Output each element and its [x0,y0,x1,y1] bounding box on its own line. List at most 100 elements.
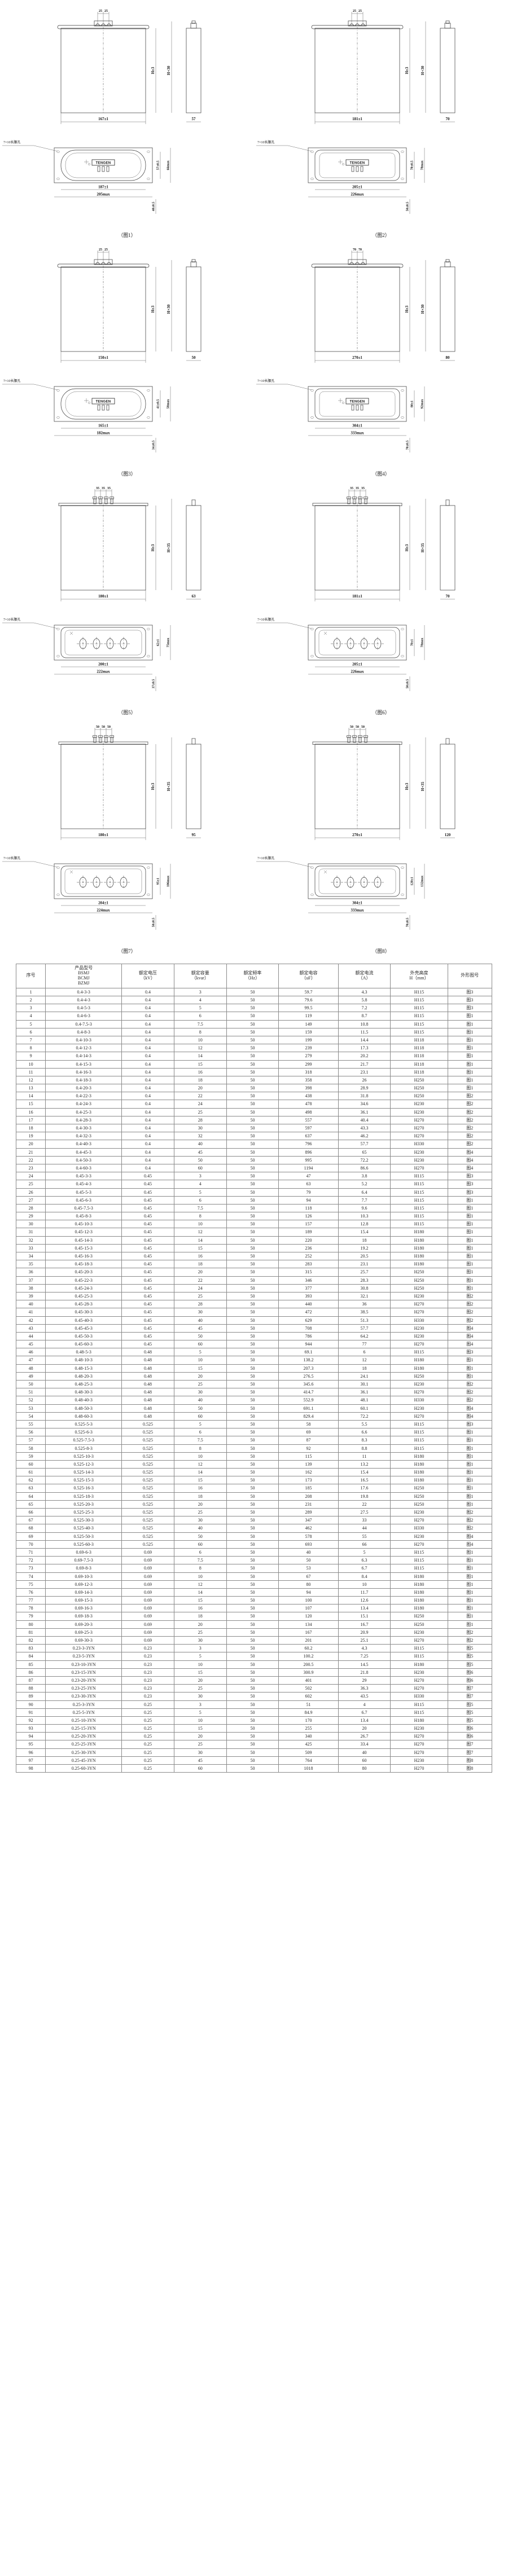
table-cell: 50 [226,1412,279,1421]
table-cell: 0.45 [121,1316,174,1325]
table-cell: 图2 [447,1316,493,1325]
table-cell: 图2 [447,1123,493,1133]
table-row: 38 0.45-24-3 0.45 24 50 377 30.8 H250 图1 [15,1283,493,1293]
table-cell: 图2 [447,1092,493,1101]
table-cell: 50 [226,1084,279,1093]
pitch-label: 25 [99,10,102,13]
table-cell: 552.9 [278,1396,339,1405]
table-cell: 12 [338,1356,391,1365]
table-cell: 16 [15,1107,46,1116]
table-cell: 107 [278,1604,339,1613]
table-cell: 13.4 [338,1716,391,1725]
table-cell: 50 [226,1300,279,1309]
table-cell: 829.4 [278,1412,339,1421]
table-cell: 50 [226,1092,279,1101]
table-cell: 36 [15,1268,46,1277]
table-cell: 50 [226,1419,279,1429]
table-cell: 0.4-10-3 [45,1035,122,1045]
table-cell: 53 [15,1404,46,1413]
table-cell: 4 [173,1180,227,1189]
table-cell: H115 [390,1188,448,1197]
table-cell: 0.45-50-3 [45,1331,122,1341]
table-cell: 0.45-6-3 [45,1195,122,1205]
table-cell: 51 [278,1700,339,1709]
height-body-label: H±3 [151,67,155,74]
table-cell: 4.3 [338,1644,391,1653]
table-cell: 0.4-15-3 [45,1060,122,1069]
table-cell: 16.7 [338,1620,391,1629]
table-cell: 289 [278,1507,339,1517]
table-cell: 0.69 [121,1556,174,1565]
table-cell: 86.6 [338,1163,391,1173]
table-cell: 1018 [278,1764,339,1773]
table-cell: 图3 [447,1348,493,1357]
table-cell: 50 [226,1203,279,1213]
table-cell: H270 [390,1636,448,1645]
table-cell: 50 [226,1436,279,1445]
table-cell: H250 [390,1500,448,1509]
plan-hole-pitch-a-label: 50±0.5 [152,918,156,927]
table-cell: 0.23 [121,1644,174,1653]
table-cell: 401 [278,1676,339,1685]
table-cell: 64 [15,1492,46,1501]
table-cell: 13.4 [338,1604,391,1613]
table-cell: 50 [226,1132,279,1141]
table-cell: 92 [15,1716,46,1725]
table-cell: 0.48 [121,1412,174,1421]
table-cell: 0.45 [121,1220,174,1229]
table-row: 33 0.45-15-3 0.45 15 50 236 19.2 H180 图1 [15,1243,493,1253]
table-cell: H250 [390,1484,448,1493]
table-cell: 63 [278,1180,339,1189]
table-cell: H250 [390,1268,448,1277]
table-cell: 0.48 [121,1396,174,1405]
table-row: 37 0.45-22-3 0.45 22 50 346 28.3 H250 图1 [15,1276,493,1285]
table-cell: 50 [226,1236,279,1245]
table-cell: 0.69 [121,1596,174,1605]
table-cell: 50 [226,1251,279,1261]
table-cell: H115 [390,987,448,997]
table-cell: 50 [226,1340,279,1349]
table-cell: 8.8 [338,1444,391,1453]
plan-hole-pitch-b-label: 70±1 [411,639,414,646]
table-cell: 30 [173,1748,227,1757]
table-cell: 0.525-50-3 [45,1532,122,1541]
table-cell: 691.1 [278,1404,339,1413]
table-cell: 0.45-12-3 [45,1228,122,1237]
table-cell: 0.23 [121,1668,174,1677]
table-row: 30 0.45-10-3 0.45 10 50 157 12.8 H115 图1 [15,1220,493,1229]
table-cell: 图4 [447,1324,493,1333]
table-cell: 图1 [447,1084,493,1093]
table-cell: 119 [278,1012,339,1021]
table-cell: 69 [15,1532,46,1541]
table-cell: 50 [226,1404,279,1413]
table-row: 79 0.69-18-3 0.69 18 50 120 15.1 H250 图1 [15,1612,493,1621]
table-cell: 50 [226,1268,279,1277]
table-cell: 25 [173,1107,227,1116]
table-cell: 393 [278,1291,339,1301]
table-cell: 118 [278,1203,339,1213]
plan-hole-pitch-b-label: 57±0.5 [157,161,160,170]
table-cell: H180 [390,1228,448,1237]
table-cell: 50 [226,1188,279,1197]
pitch-label: 35 [356,487,359,490]
table-cell: 120 [278,1612,339,1621]
table-cell: 0.4-18-3 [45,1075,122,1085]
table-cell: 8 [15,1044,46,1053]
hole-note-label: 7×10长腰孔 [257,856,274,860]
table-cell: 25 [173,1628,227,1637]
height-total-label: H+30 [167,65,171,75]
side-width-label: 50 [192,355,196,360]
plan-width-inner-label: 205±1 [352,662,362,667]
table-cell: 50 [226,1308,279,1317]
figure-caption: （图3） [118,471,136,477]
table-cell: 60 [338,1756,391,1765]
plan-hole-pitch-a-label: 50±0.5 [406,202,410,212]
side-width-label: 95 [192,833,196,837]
table-cell: H180 [390,1468,448,1477]
table-cell: 10.8 [338,1019,391,1028]
table-cell: 0.48-5-3 [45,1348,122,1357]
table-cell: 图2 [447,1516,493,1525]
table-row: 39 0.45-25-3 0.45 25 50 393 32.1 H230 图2 [15,1291,493,1301]
table-cell: 20 [338,1724,391,1733]
table-cell: 3 [173,987,227,997]
